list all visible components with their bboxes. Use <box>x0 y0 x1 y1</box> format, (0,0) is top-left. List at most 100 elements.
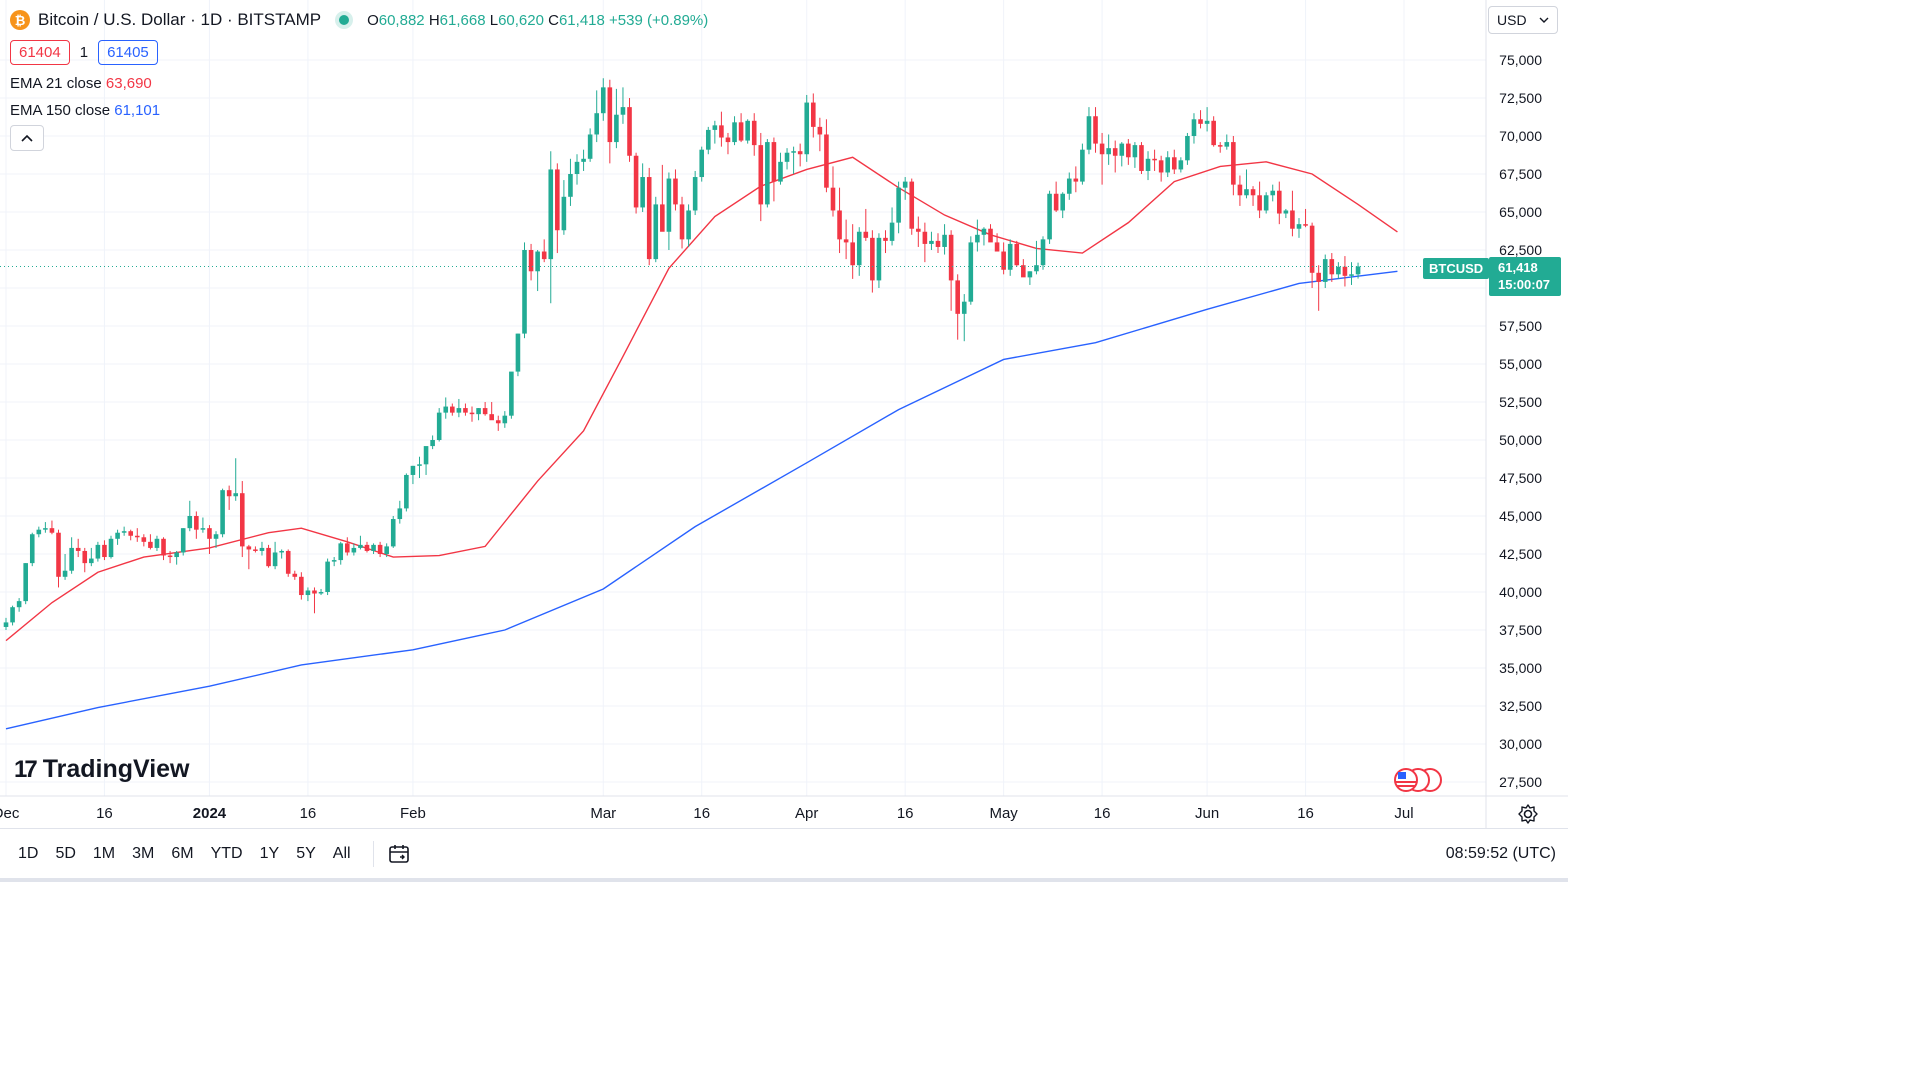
range-1y[interactable]: 1Y <box>259 845 280 862</box>
candle-body <box>797 151 803 155</box>
candle-body <box>1250 189 1256 196</box>
candle-body <box>180 528 186 553</box>
candle-body <box>187 516 193 529</box>
price-axis[interactable]: 27,500 30,000 32,500 35,000 37,500 40,000 42,5… <box>1499 52 1542 790</box>
collapse-legend-button[interactable] <box>10 125 44 151</box>
candle-body <box>1211 120 1216 146</box>
candle-body <box>154 538 160 548</box>
time-axis[interactable]: Dec 16 2024 16 Feb Mar 16 Apr 16 May 16 Jun 16 Jul <box>0 805 1414 822</box>
candle-body <box>1086 116 1092 150</box>
range-1m[interactable]: 1M <box>92 845 116 862</box>
candle-body <box>1139 145 1144 171</box>
candle-body <box>377 544 383 554</box>
price-chart[interactable]: 27,500 30,000 32,500 35,000 37,500 40,000 42,5… <box>0 0 1568 828</box>
candle-body <box>450 406 455 413</box>
candle-body <box>824 134 829 188</box>
y-tick-label: 55,000 <box>1499 356 1542 372</box>
candle-body <box>239 493 245 547</box>
candle-body <box>1099 143 1105 155</box>
candle-body <box>1336 266 1341 275</box>
candle-body <box>502 415 508 424</box>
candle-body <box>679 204 685 240</box>
candle-body <box>1204 120 1210 124</box>
candle-body <box>10 607 15 623</box>
chart-legend: ₿ Bitcoin / U.S. Dollar · 1D · BITSTAMP … <box>10 6 708 151</box>
candle-body <box>1021 265 1026 278</box>
candle-body <box>1257 195 1262 211</box>
sell-price-button[interactable]: 61404 <box>10 40 70 65</box>
candle-body <box>384 546 389 554</box>
candle-body <box>1047 193 1052 240</box>
candle-body <box>56 532 61 577</box>
candle-body <box>810 102 816 127</box>
ema21-legend[interactable]: EMA 21 close 63,690 <box>10 75 152 92</box>
tradingview-logo[interactable]: 17 TradingView <box>14 755 190 784</box>
ema150-legend[interactable]: EMA 150 close 61,101 <box>10 102 161 119</box>
candle-body <box>134 535 140 538</box>
candle-body <box>1093 116 1098 144</box>
candle-body <box>515 333 521 372</box>
y-tick-label: 50,000 <box>1499 432 1542 448</box>
candle-body <box>771 142 777 182</box>
candle-body <box>653 204 659 260</box>
candle-body <box>364 544 370 551</box>
y-tick-label: 65,000 <box>1499 204 1542 220</box>
range-all[interactable]: All <box>332 845 351 862</box>
go-to-date-calendar-icon[interactable] <box>388 843 410 865</box>
gear-icon[interactable] <box>1516 802 1540 826</box>
candle-body <box>646 177 652 260</box>
candle-body <box>1349 274 1354 276</box>
candle-body <box>1237 184 1243 196</box>
x-tick-label: 16 <box>897 805 914 822</box>
change-value: +539 (+0.89%) <box>609 11 709 29</box>
candle-body <box>443 406 449 413</box>
candle-body <box>1303 224 1308 226</box>
candle-body <box>397 508 403 520</box>
utc-clock[interactable]: 08:59:52 (UTC) <box>1445 845 1556 862</box>
candle-body <box>1014 243 1020 266</box>
y-tick-label: 62,500 <box>1499 242 1542 258</box>
x-tick-label: Apr <box>795 805 818 822</box>
candle-body <box>627 107 632 156</box>
range-3m[interactable]: 3M <box>132 845 155 862</box>
candle-body <box>804 102 810 155</box>
y-tick-label: 47,500 <box>1499 470 1542 486</box>
candle-body <box>1053 193 1059 211</box>
events-flags-icon[interactable] <box>1386 767 1446 793</box>
last-price-label: 61,418 15:00:07 <box>1489 257 1561 296</box>
buy-price-button[interactable]: 61405 <box>98 40 158 65</box>
candle-body <box>1132 145 1138 158</box>
candle-body <box>745 120 750 141</box>
candle-body <box>358 544 363 548</box>
candle-body <box>108 538 114 558</box>
range-ytd[interactable]: YTD <box>210 845 243 862</box>
candle-body <box>1027 271 1033 278</box>
ohlc-values: O60,882 H61,668 L60,620 C61,418 +539 (+0… <box>367 11 709 29</box>
candle-body <box>62 570 68 577</box>
candle-body <box>430 440 435 447</box>
candle-body <box>318 592 324 594</box>
candle-body <box>751 120 757 146</box>
candle-body <box>692 177 698 211</box>
currency-selector[interactable]: USD <box>1488 6 1558 34</box>
candles <box>3 78 1361 630</box>
symbol-title[interactable]: Bitcoin / U.S. Dollar · 1D · BITSTAMP <box>38 10 322 29</box>
candle-body <box>725 137 731 143</box>
range-6m[interactable]: 6M <box>171 845 194 862</box>
candle-body <box>1283 210 1289 214</box>
candle-body <box>975 234 980 243</box>
range-1d[interactable]: 1D <box>18 845 39 862</box>
candle-body <box>495 420 501 424</box>
y-tick-label: 32,500 <box>1499 698 1542 714</box>
range-5y[interactable]: 5Y <box>296 845 316 862</box>
range-5d[interactable]: 5D <box>55 845 76 862</box>
candle-body <box>568 174 573 197</box>
x-tick-label: Dec <box>0 805 20 822</box>
x-tick-label: 2024 <box>193 805 227 822</box>
candle-body <box>1080 149 1085 182</box>
candle-body <box>213 534 219 539</box>
candle-body <box>417 464 422 466</box>
candle-body <box>600 87 606 114</box>
candle-body <box>528 250 534 272</box>
x-tick-label: May <box>989 805 1018 822</box>
